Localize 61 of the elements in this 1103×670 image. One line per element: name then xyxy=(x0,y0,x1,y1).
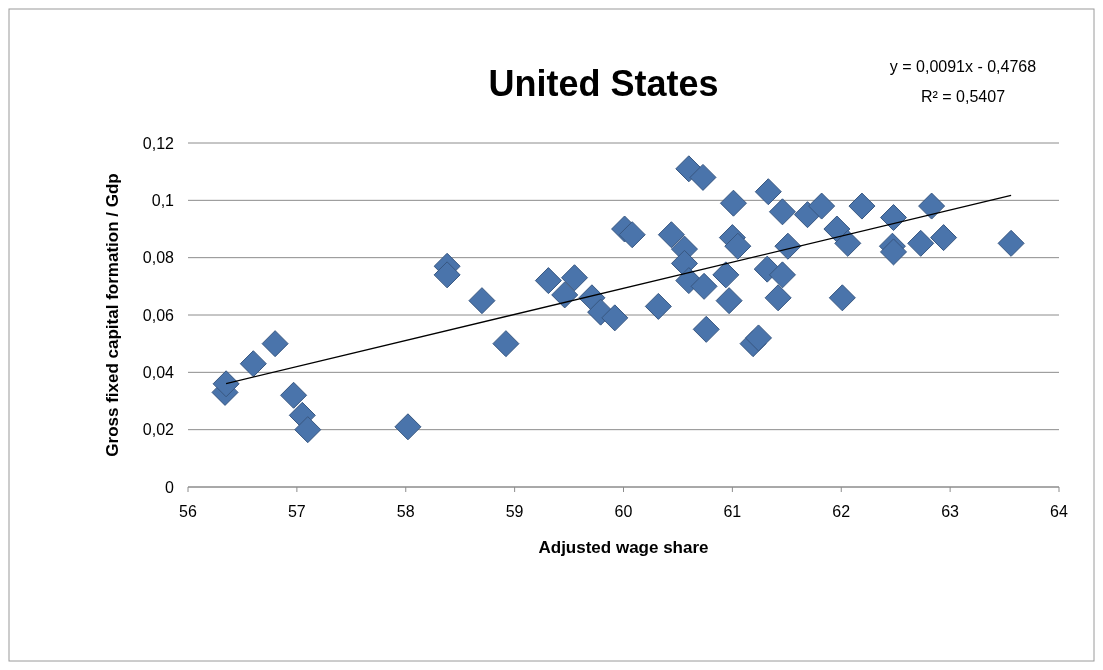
point xyxy=(644,292,672,320)
point xyxy=(808,192,836,220)
x-tick-label: 62 xyxy=(832,503,851,520)
point xyxy=(828,284,856,312)
point xyxy=(745,324,773,352)
text: R² = 0,5407 xyxy=(920,88,1006,105)
point xyxy=(261,330,289,358)
point xyxy=(823,215,851,243)
x-tick-label: 58 xyxy=(396,503,415,520)
point xyxy=(719,189,747,217)
x-tick-label: 60 xyxy=(614,503,633,520)
x-tick-label: 59 xyxy=(505,503,524,520)
point xyxy=(394,413,422,441)
point xyxy=(768,261,796,289)
point xyxy=(561,264,589,292)
point xyxy=(754,178,782,206)
y-tick-label: 0,02 xyxy=(142,421,175,439)
x-tick-label: 64 xyxy=(1050,503,1068,520)
point xyxy=(930,224,958,252)
point xyxy=(601,304,629,332)
point xyxy=(918,192,946,220)
chart-title: United States xyxy=(488,63,719,104)
point xyxy=(433,261,461,289)
point xyxy=(848,192,876,220)
point xyxy=(239,350,267,378)
y-tick-label: 0,08 xyxy=(142,249,175,267)
point xyxy=(294,416,322,444)
point xyxy=(880,238,908,266)
point xyxy=(774,232,802,260)
point xyxy=(724,232,752,260)
point xyxy=(492,330,520,358)
point xyxy=(907,229,935,257)
point xyxy=(551,281,579,309)
point xyxy=(657,221,685,249)
point xyxy=(280,381,308,409)
x-tick-label: 57 xyxy=(287,503,306,520)
point xyxy=(689,163,717,191)
point xyxy=(997,229,1025,257)
point xyxy=(712,261,740,289)
y-tick-label: 0 xyxy=(165,478,175,496)
point xyxy=(534,267,562,295)
y-tick-label: 0,06 xyxy=(142,306,175,324)
point xyxy=(880,204,908,232)
point xyxy=(715,287,743,315)
text: y = 0,0091x - 0,4768 xyxy=(889,58,1037,75)
y-axis-title: Gross fixed capital formation / Gdp xyxy=(103,173,122,457)
y-tick-label: 0,12 xyxy=(142,134,175,152)
point xyxy=(834,229,862,257)
point xyxy=(212,370,240,398)
y-tick-label: 0,1 xyxy=(151,191,175,209)
x-tick-label: 63 xyxy=(941,503,960,520)
x-tick-label: 61 xyxy=(723,503,742,520)
point xyxy=(692,315,720,343)
point xyxy=(764,284,792,312)
x-axis-title: Adjusted wage share xyxy=(538,538,709,557)
y-tick-label: 0,04 xyxy=(142,363,175,381)
x-tick-label: 56 xyxy=(179,503,197,520)
point xyxy=(618,221,646,249)
point xyxy=(690,272,718,300)
point xyxy=(468,287,496,315)
point xyxy=(768,198,796,226)
